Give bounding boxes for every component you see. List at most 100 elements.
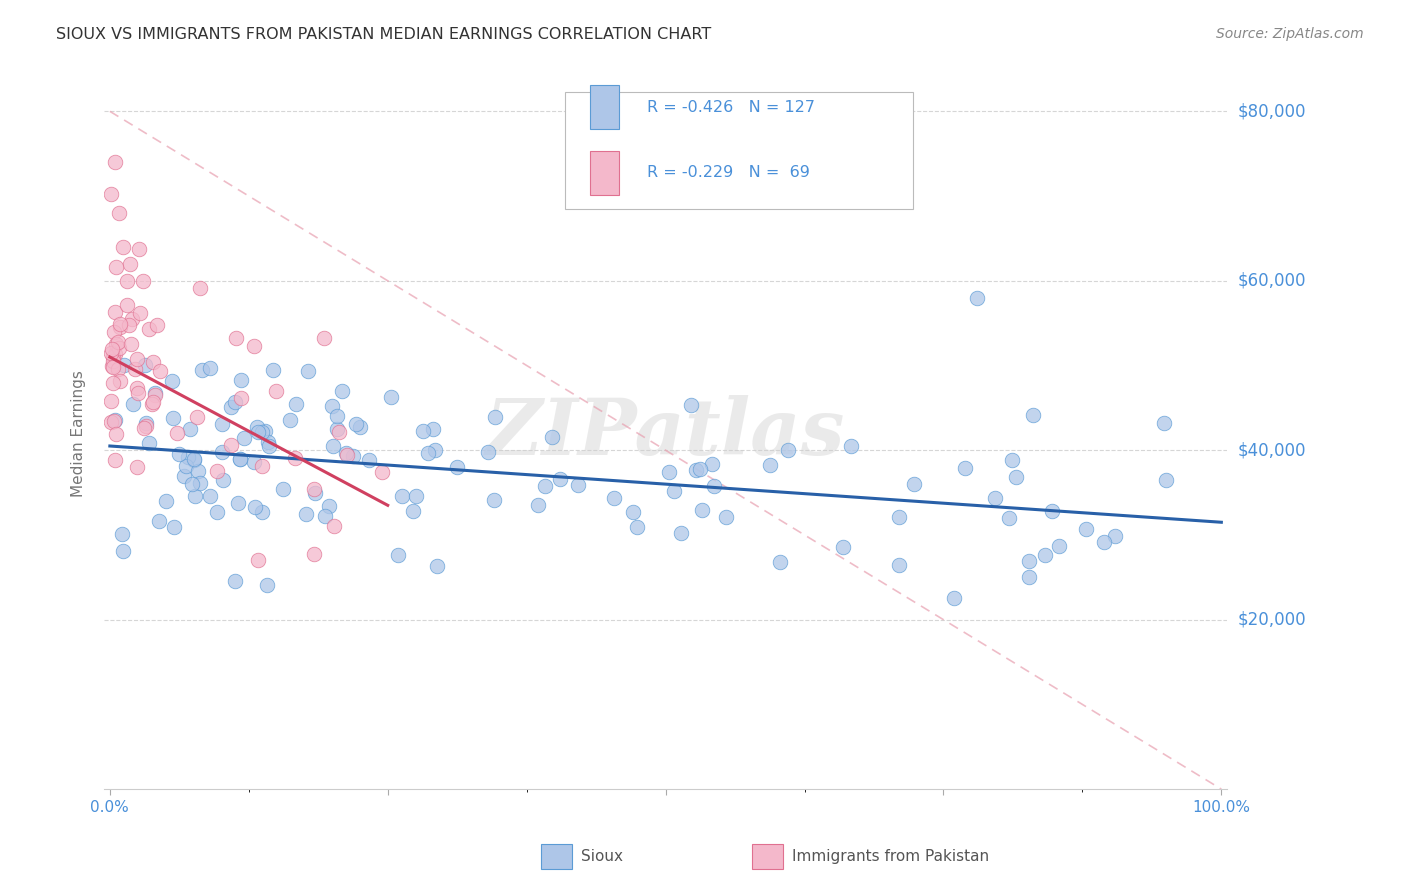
Point xyxy=(1042,504,1064,518)
Point xyxy=(145,385,167,400)
Point xyxy=(527,498,550,512)
Point xyxy=(256,578,278,592)
Point xyxy=(229,452,252,467)
Point xyxy=(191,363,214,377)
Point xyxy=(714,510,737,524)
Point xyxy=(128,242,150,256)
Point xyxy=(402,504,425,518)
Point xyxy=(832,541,855,555)
Point xyxy=(984,491,1007,505)
Point xyxy=(1001,453,1024,467)
Point xyxy=(186,409,208,424)
Text: Sioux: Sioux xyxy=(581,849,623,863)
Point xyxy=(111,544,134,558)
Point xyxy=(416,446,439,460)
Point xyxy=(264,384,287,399)
Point xyxy=(183,453,205,467)
Point xyxy=(187,464,209,478)
Point xyxy=(179,422,201,436)
Point xyxy=(188,475,211,490)
Point xyxy=(104,155,127,169)
Point xyxy=(101,350,124,364)
Point xyxy=(205,506,228,520)
Point xyxy=(304,486,326,500)
Point xyxy=(108,319,131,334)
Point xyxy=(1153,416,1175,430)
Point xyxy=(246,552,269,566)
Point xyxy=(145,318,167,333)
FancyBboxPatch shape xyxy=(591,86,619,129)
Point xyxy=(127,386,149,401)
Point xyxy=(1156,473,1178,487)
Point xyxy=(391,489,413,503)
Point xyxy=(242,339,264,353)
Point xyxy=(181,477,204,491)
Point xyxy=(669,526,692,541)
Y-axis label: Median Earnings: Median Earnings xyxy=(72,370,86,497)
Point xyxy=(484,410,506,425)
FancyBboxPatch shape xyxy=(591,151,619,194)
Point xyxy=(887,510,910,524)
Point xyxy=(184,489,207,503)
Point xyxy=(100,186,122,201)
Point xyxy=(107,335,129,350)
Point xyxy=(120,336,142,351)
Point xyxy=(769,555,792,569)
Point xyxy=(174,459,197,474)
Point xyxy=(477,445,499,459)
Point xyxy=(247,425,270,440)
Point xyxy=(105,260,128,274)
Point xyxy=(100,415,122,429)
Point xyxy=(118,318,141,333)
Point xyxy=(278,413,301,427)
Point xyxy=(100,346,122,360)
Point xyxy=(285,397,308,411)
Point xyxy=(141,397,163,411)
Point xyxy=(219,438,242,452)
Point xyxy=(1047,540,1070,554)
Point xyxy=(302,482,325,496)
Point xyxy=(105,336,128,351)
Point xyxy=(294,507,316,521)
Point xyxy=(371,465,394,479)
Text: $80,000: $80,000 xyxy=(1239,103,1306,120)
Point xyxy=(262,362,284,376)
Point xyxy=(250,425,273,439)
Point xyxy=(118,257,141,271)
Point xyxy=(143,388,166,402)
Point xyxy=(679,398,702,412)
Point xyxy=(212,473,235,487)
Point xyxy=(163,520,186,534)
Point xyxy=(108,341,131,355)
Point xyxy=(125,381,148,395)
Point xyxy=(121,312,143,326)
Point xyxy=(167,447,190,461)
Point xyxy=(243,455,266,469)
Point xyxy=(108,317,131,331)
Text: R = -0.229   N =  69: R = -0.229 N = 69 xyxy=(647,165,810,180)
Point xyxy=(997,511,1019,525)
Point xyxy=(257,440,280,454)
Point xyxy=(107,206,129,220)
Point xyxy=(233,431,256,445)
Point xyxy=(425,443,447,458)
Point xyxy=(104,347,127,361)
Point xyxy=(250,505,273,519)
Point xyxy=(254,424,277,438)
Point xyxy=(257,434,280,449)
Point xyxy=(229,452,252,467)
Point xyxy=(107,362,129,376)
Point xyxy=(603,491,626,506)
Text: Immigrants from Pakistan: Immigrants from Pakistan xyxy=(792,849,988,863)
Point xyxy=(125,459,148,474)
Point xyxy=(155,493,177,508)
Point xyxy=(889,558,911,573)
Point xyxy=(323,518,346,533)
Point xyxy=(322,438,344,452)
Point xyxy=(703,479,725,493)
FancyBboxPatch shape xyxy=(565,92,912,209)
Point xyxy=(138,435,160,450)
Point xyxy=(1004,470,1026,484)
Point xyxy=(839,439,862,453)
Point xyxy=(422,422,444,436)
